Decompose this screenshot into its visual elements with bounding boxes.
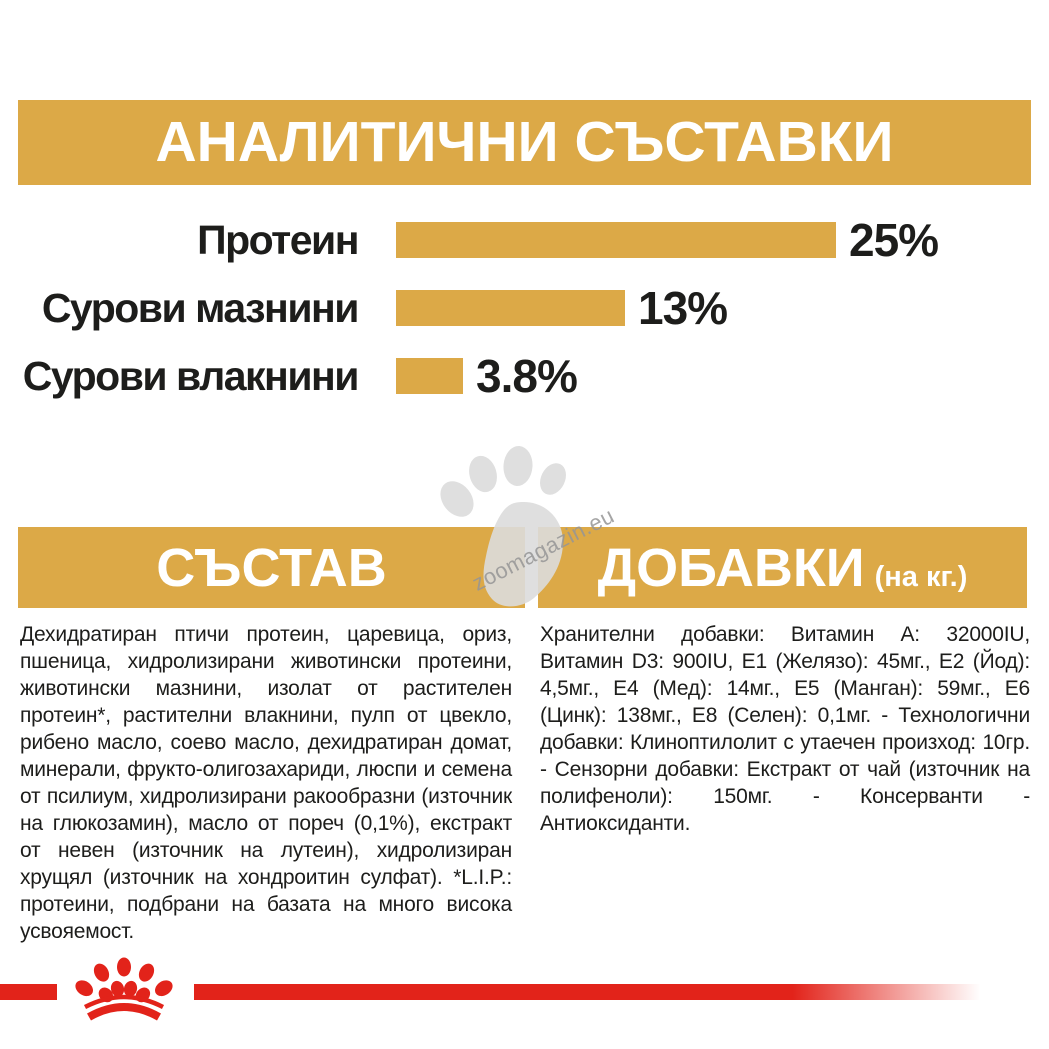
- additives-title-wrap: ДОБАВКИ (на кг.): [598, 541, 968, 595]
- analytical-chart: Протеин 25% Сурови мазнини 13% Сурови влакни…: [0, 206, 1049, 410]
- footer-red-band-left: [0, 984, 57, 1000]
- chart-bar: [396, 222, 836, 258]
- additives-body-text: Хранителни добавки: Витамин A: 32000IU, …: [540, 623, 1030, 835]
- chart-value-label: 13%: [638, 282, 728, 334]
- paw-print-watermark-icon: [440, 446, 566, 607]
- chart-row: Сурови влакнини 3.8%: [0, 342, 1049, 410]
- chart-bar: [396, 290, 625, 326]
- additives-title: ДОБАВКИ: [597, 537, 865, 598]
- chart-bar: [396, 358, 463, 394]
- composition-body-text: Дехидратиран птичи протеин, царевица, ор…: [20, 623, 512, 943]
- chart-category-label: Протеин: [197, 216, 359, 263]
- chart-row: Сурови мазнини 13%: [0, 274, 1049, 342]
- composition-title: СЪСТАВ: [156, 537, 387, 598]
- additives-title-suffix: (на кг.): [874, 560, 968, 593]
- chart-value-label: 25%: [849, 214, 939, 266]
- footer-red-band-right: [194, 984, 1049, 1000]
- royal-canin-crown-icon: [75, 957, 173, 1021]
- analytical-constituents-title: АНАЛИТИЧНИ СЪСТАВКИ: [155, 110, 894, 174]
- analytical-constituents-banner: АНАЛИТИЧНИ СЪСТАВКИ: [18, 100, 1031, 185]
- additives-section-banner: ДОБАВКИ (на кг.): [538, 527, 1027, 608]
- chart-category-label: Сурови мазнини: [41, 284, 360, 331]
- chart-row: Протеин 25%: [0, 206, 1049, 274]
- chart-category-label: Сурови влакнини: [22, 352, 360, 399]
- composition-section-banner: СЪСТАВ: [18, 527, 525, 608]
- chart-value-label: 3.8%: [476, 350, 578, 402]
